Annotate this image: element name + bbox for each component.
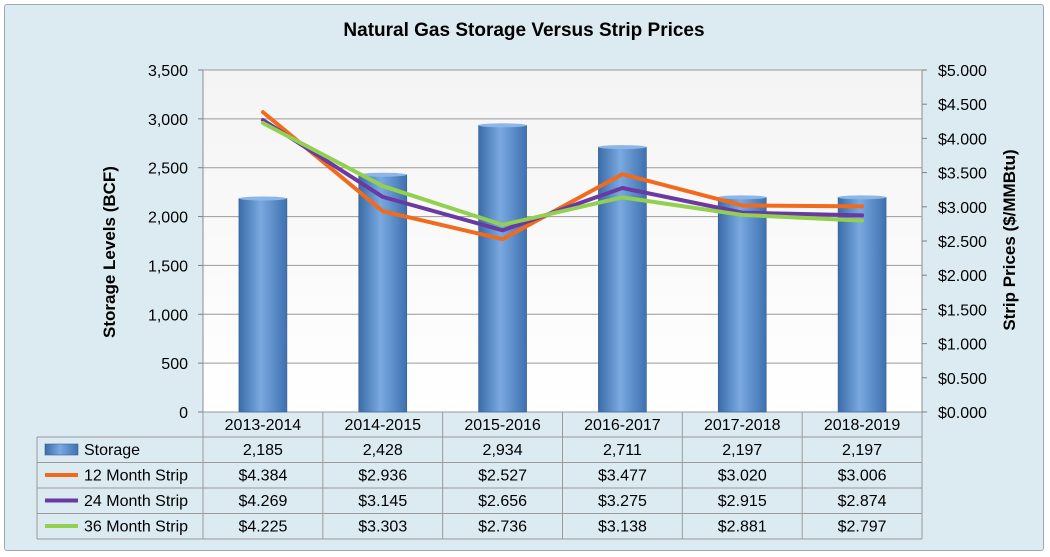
storage-bar-top bbox=[478, 123, 527, 128]
table-cell-value: 2,197 bbox=[722, 442, 762, 459]
storage-bar bbox=[837, 197, 887, 413]
table-cell-value: $3.477 bbox=[598, 468, 647, 485]
y-right-tick-label: $1.500 bbox=[938, 302, 987, 319]
storage-bar bbox=[238, 198, 288, 413]
storage-bar bbox=[478, 125, 527, 413]
table-cell-value: $2.881 bbox=[718, 519, 767, 536]
table-cell-value: $2.797 bbox=[838, 519, 887, 536]
y-right-tick-label: $4.500 bbox=[938, 97, 987, 114]
table-cell-value: $3.138 bbox=[598, 519, 647, 536]
y-right-tick-label: $2.500 bbox=[938, 234, 987, 251]
y-right-tick-label: $5.000 bbox=[938, 63, 987, 80]
x-category-label: 2014-2015 bbox=[344, 417, 421, 434]
storage-bar-top bbox=[238, 196, 287, 201]
table-cell-value: $3.275 bbox=[598, 493, 647, 510]
y-right-tick-label: $0.500 bbox=[938, 371, 987, 388]
y-left-tick-label: 3,000 bbox=[148, 112, 188, 129]
x-category-label: 2015-2016 bbox=[464, 417, 541, 434]
table-cell-value: $3.006 bbox=[838, 468, 887, 485]
storage-bar-top bbox=[838, 195, 887, 200]
y-right-tick-label: $1.000 bbox=[938, 337, 987, 354]
table-cell-value: $3.020 bbox=[718, 468, 767, 485]
x-category-label: 2018-2019 bbox=[824, 417, 901, 434]
storage-bar bbox=[717, 197, 767, 413]
series-line-12-month-strip bbox=[260, 110, 865, 242]
chart-title: Natural Gas Storage Versus Strip Prices bbox=[343, 20, 705, 41]
table-cell-value: $2.736 bbox=[478, 519, 527, 536]
y-left-tick-label: 0 bbox=[179, 405, 188, 422]
table-cell-value: $4.225 bbox=[238, 519, 287, 536]
table-cell-value: $2.527 bbox=[478, 468, 527, 485]
y-right-tick-label: $4.000 bbox=[938, 131, 987, 148]
y-left-tick-label: 1,000 bbox=[148, 307, 188, 324]
table-cell-value: $3.145 bbox=[358, 493, 407, 510]
y-left-tick-label: 500 bbox=[161, 356, 188, 373]
y-right-tick-label: $2.000 bbox=[938, 268, 987, 285]
table-cell-value: $4.384 bbox=[238, 468, 287, 485]
table-cell-value: $2.915 bbox=[718, 493, 767, 510]
x-category-label: 2017-2018 bbox=[704, 417, 781, 434]
storage-bar-top bbox=[718, 195, 767, 200]
legend-series-name: 36 Month Strip bbox=[84, 519, 188, 536]
legend-key-storage bbox=[44, 443, 79, 456]
y-right-tick-label: $0.000 bbox=[938, 405, 987, 422]
legend-series-name: 24 Month Strip bbox=[84, 493, 188, 510]
y-left-tick-label: 1,500 bbox=[148, 258, 188, 275]
y-left-tick-label: 2,500 bbox=[148, 161, 188, 178]
series-line-36-month-strip bbox=[260, 121, 865, 227]
table-cell-value: $3.303 bbox=[358, 519, 407, 536]
table-cell-value: 2,428 bbox=[363, 442, 403, 459]
plot-area bbox=[202, 69, 923, 413]
table-cell-value: $2.936 bbox=[358, 468, 407, 485]
y-right-tick-label: $3.000 bbox=[938, 200, 987, 217]
x-category-label: 2016-2017 bbox=[584, 417, 661, 434]
y-left-tick-label: 2,000 bbox=[148, 210, 188, 227]
legend-series-name: Storage bbox=[84, 442, 140, 459]
x-category-label: 2013-2014 bbox=[225, 417, 302, 434]
storage-bar-top bbox=[358, 172, 407, 177]
y-left-tick-label: 3,500 bbox=[148, 63, 188, 80]
y-right-tick-label: $3.500 bbox=[938, 166, 987, 183]
table-cell-value: 2,197 bbox=[842, 442, 882, 459]
table-cell-value: 2,934 bbox=[483, 442, 523, 459]
legend-series-name: 12 Month Strip bbox=[84, 468, 188, 485]
table-cell-value: $2.874 bbox=[838, 493, 887, 510]
table-cell-value: $2.656 bbox=[478, 493, 527, 510]
table-cell-value: $4.269 bbox=[238, 493, 287, 510]
table-cell-value: 2,185 bbox=[243, 442, 283, 459]
table-cell-value: 2,711 bbox=[603, 442, 642, 459]
storage-bar-top bbox=[598, 145, 647, 150]
